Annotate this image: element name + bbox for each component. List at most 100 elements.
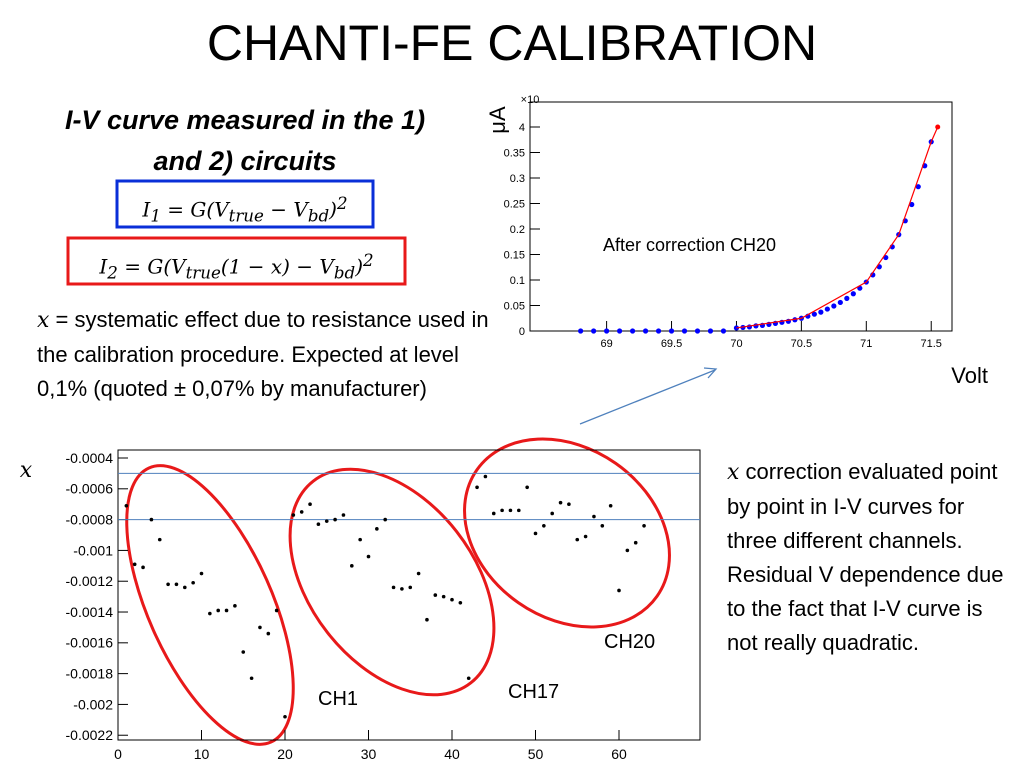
fit-line (736, 126, 939, 329)
y-tick-label: -0.002 (73, 696, 113, 712)
formula: I1 = G(Vtrue − Vbd)2 (117, 183, 373, 238)
formula: I2 = G(Vtrue(1 − x) − Vbd)2 (68, 240, 405, 295)
point (811, 311, 817, 317)
point (517, 508, 521, 513)
point (831, 303, 837, 309)
point (216, 608, 221, 613)
y-tick-label: -0.0014 (66, 604, 114, 620)
point (308, 502, 312, 507)
point (681, 328, 688, 334)
title: CHANTI-FE CALIBRATION (206, 15, 818, 71)
formula-part: (1 − x) − V (220, 254, 334, 279)
point (366, 554, 371, 559)
point (391, 585, 396, 590)
point (224, 608, 229, 613)
point (341, 513, 346, 517)
formula-part: 2 (336, 194, 348, 213)
point (458, 600, 463, 605)
point (425, 617, 429, 622)
point (358, 537, 362, 542)
formula-part: I (142, 197, 151, 222)
group-label: CH1 (318, 688, 358, 710)
point (174, 582, 179, 587)
formula-part: = G(V (117, 254, 186, 279)
point (241, 650, 246, 654)
x-tick-label: 69.5 (661, 338, 682, 350)
formula-part: = G(V (160, 197, 229, 222)
point (299, 510, 304, 514)
point (166, 582, 170, 587)
point (550, 511, 555, 516)
y-axis-label: μA (485, 106, 510, 134)
x-tick-label: 69 (600, 338, 612, 350)
point (935, 124, 941, 130)
y-tick-label: -0.0004 (66, 450, 114, 466)
x-tick-label: 0 (114, 746, 122, 762)
point (575, 537, 580, 542)
formula-box-blue (115, 179, 375, 229)
point (655, 328, 662, 334)
point (746, 324, 753, 330)
point (416, 571, 421, 576)
y-tick-label: -0.001 (73, 542, 113, 558)
point (617, 588, 621, 593)
point (157, 537, 162, 542)
group-label: CH17 (508, 681, 559, 703)
point (408, 585, 413, 590)
formula-part: true (228, 206, 264, 226)
formula-part: 2 (363, 251, 374, 270)
y-tick-label: 4 (519, 122, 525, 134)
group-label: CH20 (604, 631, 655, 653)
point (720, 328, 727, 334)
x-tick-label: 50 (528, 746, 544, 762)
point (441, 594, 446, 599)
point (132, 562, 137, 567)
formula-part: I (99, 254, 108, 279)
point (616, 328, 623, 334)
point (633, 540, 638, 545)
formula-part: ) (355, 254, 363, 279)
annotation: After correction CH20 (603, 235, 776, 255)
point (915, 184, 921, 190)
point (542, 523, 546, 528)
point (629, 328, 636, 334)
x-tick-label: 20 (277, 746, 293, 762)
point (850, 291, 856, 297)
y-tick-label: 0.3 (510, 173, 525, 185)
point (837, 299, 843, 306)
group-ellipse (463, 437, 671, 629)
exponent: ×10 (521, 94, 540, 106)
x-tick-label: 70 (730, 338, 742, 350)
point (642, 523, 646, 528)
y-tick-label: -0.0006 (66, 481, 114, 497)
formula-part: bd (333, 263, 356, 283)
point (191, 580, 195, 585)
point (149, 517, 154, 522)
point (199, 571, 204, 576)
point (625, 548, 630, 553)
point (600, 523, 605, 528)
point (400, 587, 404, 591)
note-left: x = systematic effect due to resistance … (37, 303, 507, 406)
point (491, 511, 496, 516)
subtitle: I-V curve measured in the 1) and 2) circ… (64, 105, 426, 176)
y-tick-label: 0.05 (504, 300, 525, 312)
point (608, 503, 613, 508)
point (383, 517, 388, 522)
point (124, 503, 129, 508)
y-tick-label: 0.2 (510, 224, 525, 236)
point (333, 517, 337, 522)
formula-part: − V (263, 197, 308, 222)
point (233, 604, 237, 608)
x-tick-label: 60 (611, 746, 627, 762)
point (578, 328, 584, 334)
point (266, 631, 271, 636)
point (844, 295, 850, 301)
point (475, 485, 479, 490)
formula-box-red (66, 236, 407, 286)
formula-part: true (185, 263, 221, 283)
point (592, 514, 596, 519)
note-text: correction evaluated point by point in I… (727, 459, 1004, 655)
x-axis-label: Volt (951, 363, 988, 388)
